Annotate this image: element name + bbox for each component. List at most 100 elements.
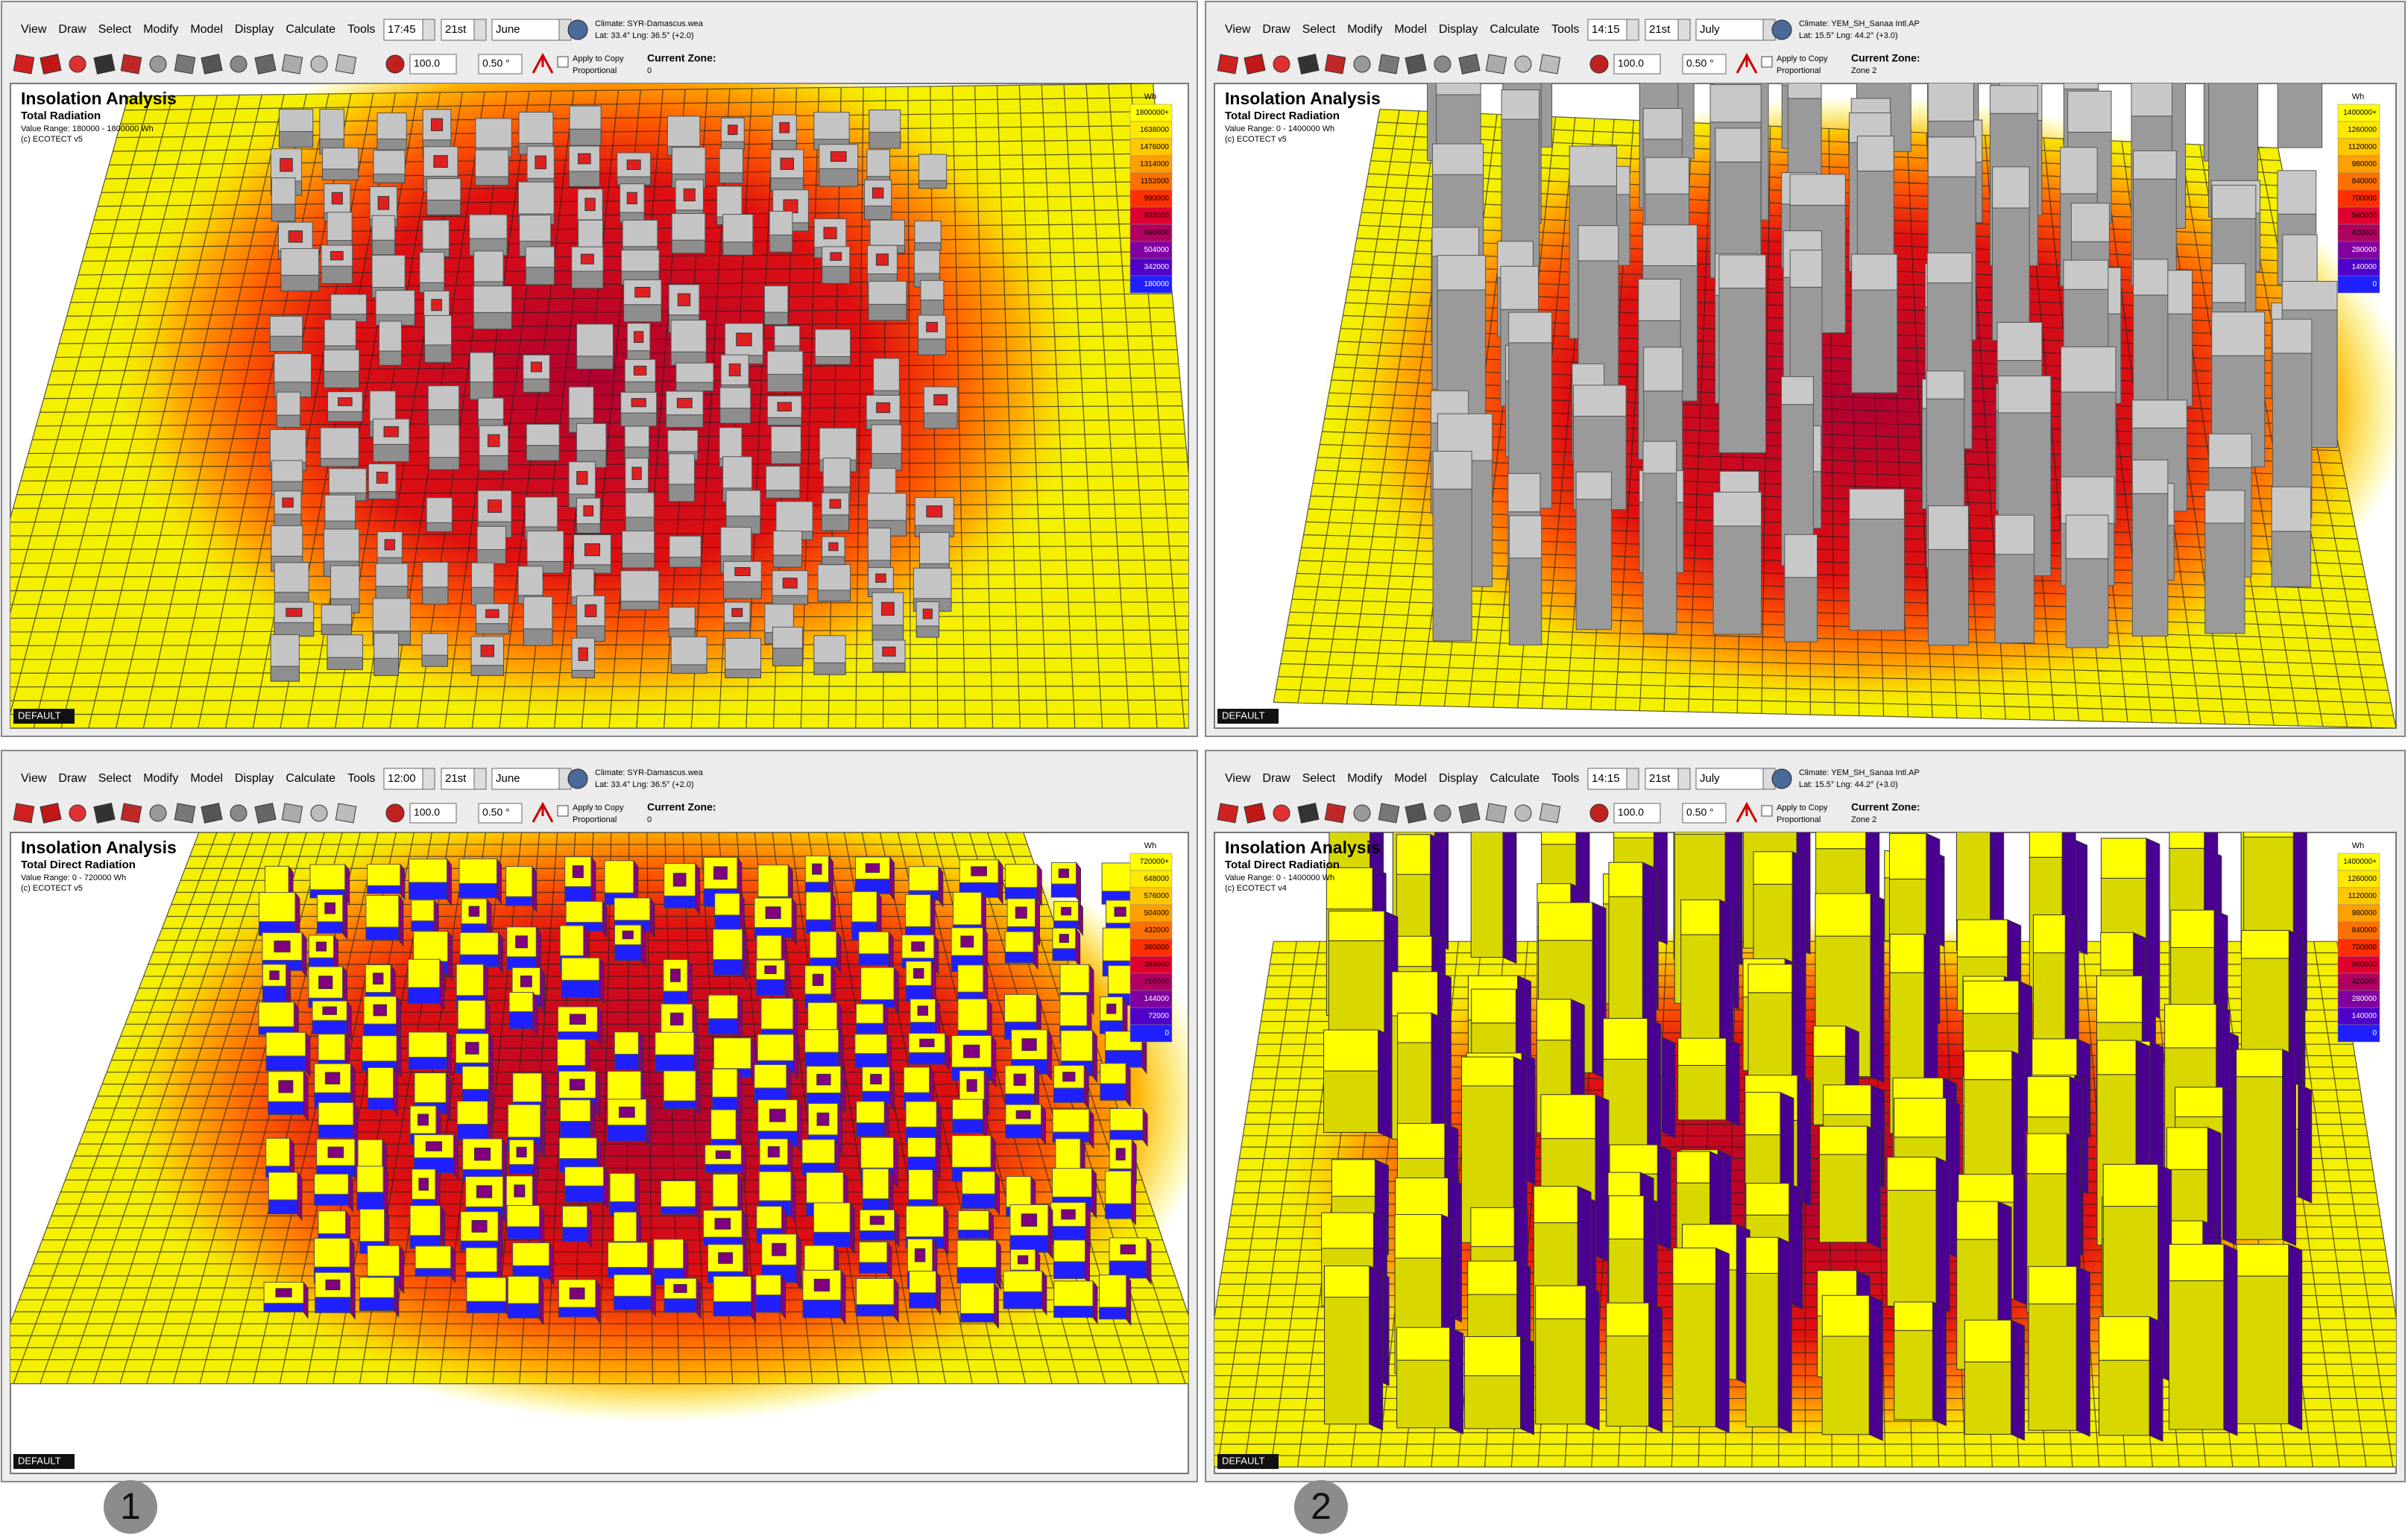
scale-field[interactable]: 100.0 — [414, 57, 440, 69]
toolbar-icon[interactable] — [93, 54, 116, 75]
toolbar-icon[interactable] — [1353, 55, 1371, 73]
scale-field[interactable]: 100.0 — [1618, 57, 1644, 69]
axis-icon[interactable] — [1736, 52, 1758, 74]
proportional-label[interactable]: Proportional — [573, 815, 617, 824]
toolbar-icon[interactable] — [13, 803, 35, 824]
increment-field[interactable]: 0.50 ° — [482, 806, 510, 818]
month-select-box[interactable] — [1695, 768, 1764, 790]
toolbar-icon[interactable] — [1405, 54, 1427, 75]
toolbar-icon[interactable] — [1273, 804, 1290, 822]
toolbar-icon[interactable] — [1434, 55, 1452, 73]
apply-checkbox[interactable] — [557, 56, 569, 68]
menu-item[interactable]: Model — [190, 772, 223, 785]
menu-item[interactable]: View — [21, 772, 47, 785]
toolbar-icon[interactable] — [335, 803, 357, 824]
axis-icon[interactable] — [532, 801, 554, 823]
toolbar-icon[interactable] — [281, 54, 303, 75]
day-field-spin[interactable] — [473, 19, 487, 41]
toolbar-icon[interactable] — [281, 803, 303, 824]
toolbar-icon[interactable] — [1458, 803, 1481, 824]
sun-icon[interactable] — [385, 803, 405, 823]
increment-field[interactable]: 0.50 ° — [1686, 57, 1714, 69]
menu-item[interactable]: Draw — [58, 23, 86, 36]
sun-icon[interactable] — [1589, 54, 1609, 74]
proportional-label[interactable]: Proportional — [1777, 66, 1821, 75]
toolbar-icon[interactable] — [69, 804, 86, 822]
time-field-spin[interactable] — [422, 19, 435, 41]
increment-box[interactable] — [1682, 54, 1727, 75]
scale-box[interactable] — [409, 803, 457, 824]
toolbar-icon[interactable] — [1297, 803, 1320, 824]
toolbar-icon[interactable] — [1458, 54, 1481, 75]
apply-checkbox[interactable] — [1761, 56, 1773, 68]
menu-item[interactable]: Draw — [1262, 772, 1290, 785]
month-select[interactable]: July — [1700, 23, 1720, 36]
toolbar-icon[interactable] — [254, 803, 277, 824]
toolbar-icon[interactable] — [174, 54, 196, 75]
menu-item[interactable]: Calculate — [286, 772, 335, 785]
menu-item[interactable]: Modify — [143, 772, 178, 785]
apply-label[interactable]: Apply to Copy — [573, 803, 624, 812]
toolbar-icon[interactable] — [230, 55, 248, 73]
time-field-box[interactable] — [1587, 768, 1627, 790]
toolbar-icon[interactable] — [40, 54, 62, 75]
menu-item[interactable]: Model — [190, 23, 223, 36]
scale-box[interactable] — [1613, 54, 1661, 75]
increment-field[interactable]: 0.50 ° — [1686, 806, 1714, 818]
apply-checkbox[interactable] — [557, 805, 569, 817]
apply-label[interactable]: Apply to Copy — [573, 54, 624, 63]
scale-field[interactable]: 100.0 — [1618, 806, 1644, 818]
toolbar-icon[interactable] — [1434, 804, 1452, 822]
toolbar-icon[interactable] — [1539, 803, 1561, 824]
month-select[interactable]: June — [496, 772, 520, 785]
toolbar-icon[interactable] — [1217, 54, 1239, 75]
axis-icon[interactable] — [1736, 801, 1758, 823]
menu-item[interactable]: Tools — [1551, 23, 1579, 36]
toolbar-icon[interactable] — [1485, 803, 1507, 824]
day-field[interactable]: 21st — [445, 23, 467, 36]
month-select[interactable]: July — [1700, 772, 1720, 785]
menu-item[interactable]: Display — [1439, 772, 1478, 785]
toolbar-icon[interactable] — [149, 804, 167, 822]
menu-item[interactable]: Modify — [143, 23, 178, 36]
time-field-spin[interactable] — [1626, 768, 1639, 790]
proportional-label[interactable]: Proportional — [573, 66, 617, 75]
time-field[interactable]: 17:45 — [388, 23, 416, 36]
day-field-spin[interactable] — [1677, 768, 1691, 790]
globe-icon[interactable] — [567, 19, 588, 40]
toolbar-icon[interactable] — [1297, 54, 1320, 75]
menu-item[interactable]: Calculate — [1490, 23, 1539, 36]
toolbar-icon[interactable] — [1324, 54, 1346, 75]
menu-item[interactable]: Select — [1302, 23, 1336, 36]
toolbar-icon[interactable] — [201, 803, 223, 824]
toolbar-icon[interactable] — [40, 803, 62, 824]
toolbar-icon[interactable] — [201, 54, 223, 75]
toolbar-icon[interactable] — [13, 54, 35, 75]
proportional-label[interactable]: Proportional — [1777, 815, 1821, 824]
menu-item[interactable]: Calculate — [286, 23, 335, 36]
time-field-spin[interactable] — [422, 768, 435, 790]
toolbar-icon[interactable] — [1378, 803, 1400, 824]
increment-box[interactable] — [478, 54, 523, 75]
toolbar-icon[interactable] — [1353, 804, 1371, 822]
toolbar-icon[interactable] — [149, 55, 167, 73]
scale-box[interactable] — [1613, 803, 1661, 824]
toolbar-icon[interactable] — [120, 54, 142, 75]
sun-icon[interactable] — [385, 54, 405, 74]
apply-checkbox[interactable] — [1761, 805, 1773, 817]
day-field[interactable]: 21st — [1649, 23, 1671, 36]
scale-field[interactable]: 100.0 — [414, 806, 440, 818]
time-field[interactable]: 14:15 — [1592, 23, 1620, 36]
toolbar-icon[interactable] — [1378, 54, 1400, 75]
toolbar-icon[interactable] — [120, 803, 142, 824]
toolbar-icon[interactable] — [1514, 804, 1532, 822]
menu-item[interactable]: Model — [1394, 23, 1427, 36]
apply-label[interactable]: Apply to Copy — [1777, 54, 1828, 63]
menu-item[interactable]: Display — [1439, 23, 1478, 36]
menu-item[interactable]: Display — [235, 23, 274, 36]
scale-box[interactable] — [409, 54, 457, 75]
menu-item[interactable]: Select — [1302, 772, 1336, 785]
menu-item[interactable]: Model — [1394, 772, 1427, 785]
month-select-box[interactable] — [491, 768, 560, 790]
sun-icon[interactable] — [1589, 803, 1609, 823]
